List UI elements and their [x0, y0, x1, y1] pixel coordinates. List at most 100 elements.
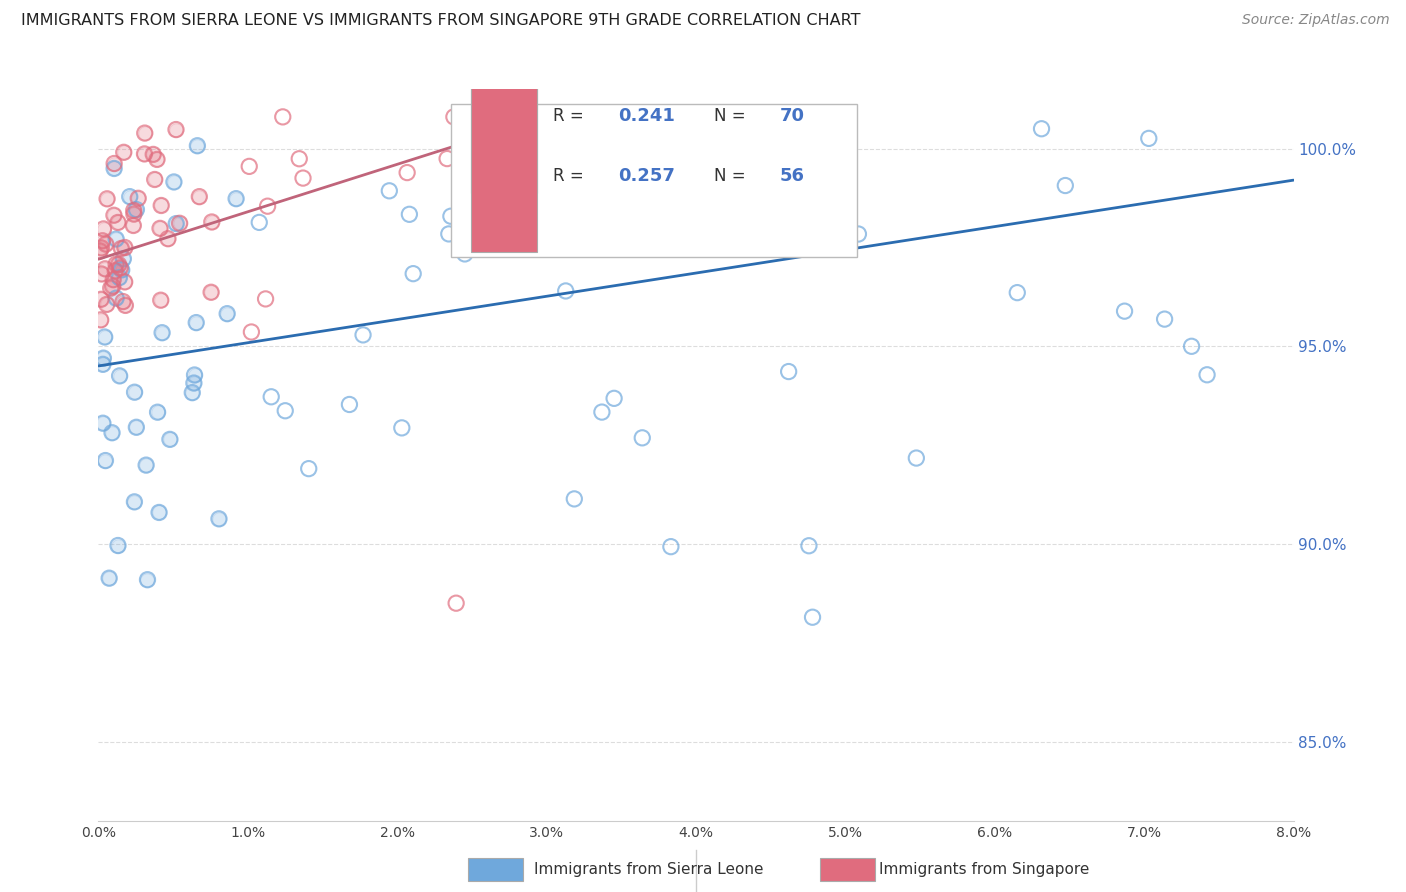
Point [225, 192, 247, 206]
Point [288, 152, 311, 166]
FancyBboxPatch shape [468, 858, 523, 881]
Point [402, 267, 425, 281]
Point [146, 153, 169, 167]
Point [135, 458, 157, 472]
Point [562, 491, 585, 506]
Point [96, 192, 118, 206]
Point [186, 316, 208, 330]
Point [486, 138, 509, 153]
Point [1180, 339, 1202, 353]
Text: N =: N = [714, 167, 751, 185]
Point [127, 191, 149, 205]
Point [797, 539, 820, 553]
Point [603, 392, 626, 406]
Point [90, 313, 112, 327]
Point [188, 189, 211, 203]
Point [339, 397, 361, 411]
Point [107, 258, 129, 272]
Point [165, 217, 187, 231]
Point [201, 215, 224, 229]
Point [848, 227, 870, 241]
Text: 0.241: 0.241 [619, 107, 675, 125]
Point [100, 281, 122, 295]
Point [156, 232, 179, 246]
Text: Immigrants from Sierra Leone: Immigrants from Sierra Leone [534, 863, 763, 877]
Point [110, 242, 132, 256]
Point [111, 263, 134, 277]
Point [96, 192, 118, 206]
Point [104, 264, 127, 278]
Point [247, 215, 270, 229]
Point [90, 293, 112, 307]
Point [352, 327, 374, 342]
Point [163, 175, 186, 189]
Point [169, 216, 191, 230]
Point [93, 222, 115, 236]
Point [108, 270, 131, 285]
Point [271, 110, 294, 124]
Point [183, 368, 205, 382]
Point [659, 540, 682, 554]
Point [112, 294, 135, 309]
Point [91, 416, 114, 430]
Point [142, 147, 165, 161]
Point [240, 325, 263, 339]
Point [122, 219, 145, 233]
Point [103, 273, 125, 287]
Point [134, 126, 156, 140]
Point [103, 273, 125, 287]
Point [112, 252, 135, 266]
Point [1007, 285, 1029, 300]
Point [112, 252, 135, 266]
Point [135, 458, 157, 472]
Point [391, 421, 413, 435]
Point [114, 298, 136, 312]
Point [107, 539, 129, 553]
Point [122, 219, 145, 233]
Point [94, 237, 117, 252]
Point [103, 208, 125, 222]
Point [118, 189, 141, 203]
Point [149, 293, 172, 308]
Point [114, 240, 136, 254]
Point [208, 512, 231, 526]
Point [90, 241, 112, 255]
Point [104, 264, 127, 278]
Point [136, 573, 159, 587]
FancyBboxPatch shape [820, 858, 875, 881]
Point [146, 153, 169, 167]
Text: 70: 70 [780, 107, 804, 125]
FancyBboxPatch shape [471, 24, 537, 193]
Point [101, 425, 124, 440]
Point [200, 285, 222, 300]
Point [111, 263, 134, 277]
Point [1031, 121, 1053, 136]
Point [107, 258, 129, 272]
Point [183, 376, 205, 390]
Point [103, 156, 125, 170]
Point [169, 216, 191, 230]
Point [378, 184, 401, 198]
Point [105, 291, 128, 305]
Point [98, 571, 121, 585]
Point [108, 270, 131, 285]
Point [134, 126, 156, 140]
Point [101, 279, 124, 293]
Point [125, 202, 148, 217]
Point [96, 297, 118, 311]
Point [150, 198, 173, 212]
Point [112, 145, 135, 160]
Point [217, 307, 239, 321]
Point [125, 420, 148, 434]
Point [89, 244, 111, 258]
Point [122, 203, 145, 218]
Point [101, 425, 124, 440]
Point [94, 261, 117, 276]
Point [201, 215, 224, 229]
Point [110, 260, 132, 275]
Point [96, 297, 118, 311]
Point [91, 234, 114, 248]
Point [91, 357, 114, 371]
Point [124, 385, 146, 400]
Text: R =: R = [553, 107, 589, 125]
